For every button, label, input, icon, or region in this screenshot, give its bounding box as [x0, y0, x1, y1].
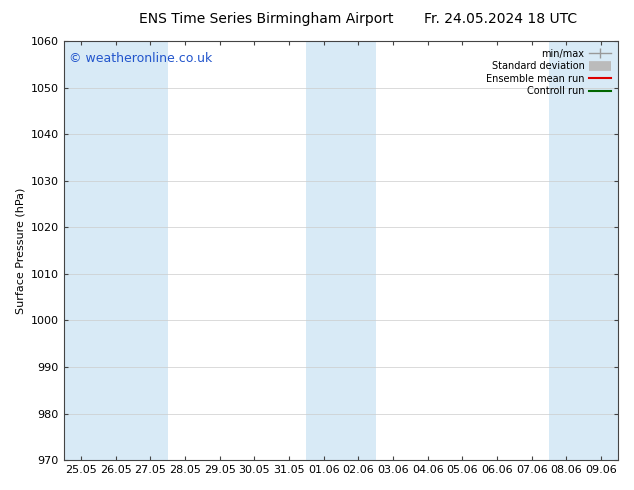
Y-axis label: Surface Pressure (hPa): Surface Pressure (hPa) [15, 187, 25, 314]
Bar [98, 41, 133, 460]
Text: ENS Time Series Birmingham Airport: ENS Time Series Birmingham Airport [139, 12, 394, 26]
Bar [63, 41, 98, 460]
Bar [584, 41, 619, 460]
Bar [341, 41, 376, 460]
Text: Fr. 24.05.2024 18 UTC: Fr. 24.05.2024 18 UTC [424, 12, 578, 26]
Text: © weatheronline.co.uk: © weatheronline.co.uk [69, 51, 212, 65]
Legend: min/max, Standard deviation, Ensemble mean run, Controll run: min/max, Standard deviation, Ensemble me… [483, 46, 614, 99]
Bar [306, 41, 341, 460]
Bar [133, 41, 167, 460]
Bar [549, 41, 584, 460]
